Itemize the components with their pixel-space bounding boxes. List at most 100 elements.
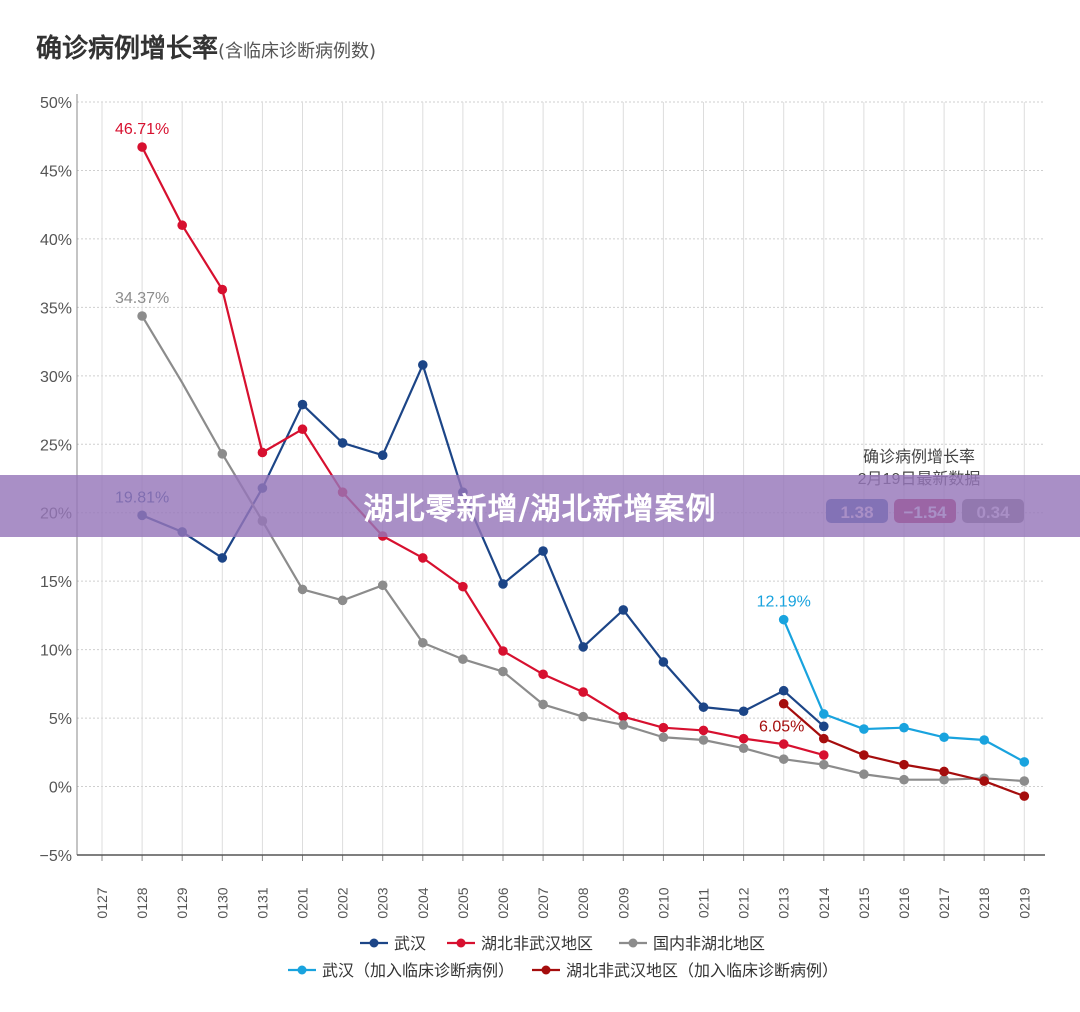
series-line [141,146,825,757]
data-point [658,657,669,667]
chart-subtitle: (含临床诊断病例数) [218,41,377,62]
data-point [859,769,869,780]
data-point [377,450,388,461]
data-point [778,739,789,749]
data-point [578,687,588,697]
y-tick-label: 30% [40,369,72,386]
x-tick-label: 0209 [615,887,631,918]
data-point [217,284,228,295]
data-point [618,605,629,615]
x-tick-label: 0201 [295,887,311,918]
data-label: 46.71% [115,121,169,138]
y-tick-label: 15% [40,574,72,591]
data-point [538,546,548,556]
x-tick-label: 0210 [655,887,671,918]
legend-label: 武汉（加入临床诊断病例） [322,962,514,980]
legend-marker [369,938,379,948]
y-tick-label: 45% [40,163,72,180]
y-tick-label: 50% [40,95,72,112]
x-tick-label: 0214 [816,887,832,918]
data-point [217,553,228,563]
data-point [778,754,789,764]
data-point [137,142,147,152]
data-point [337,438,348,448]
x-tick-label: 0202 [335,887,351,918]
data-point [819,759,829,770]
y-tick-label: 5% [49,711,72,728]
data-point [578,711,588,722]
data-point [899,722,909,733]
data-label: 34.37% [115,290,169,307]
data-point [658,722,669,733]
data-point [939,766,949,777]
x-tick-label: 0217 [936,887,952,918]
data-point [297,424,308,435]
data-point [738,706,749,717]
data-point [698,725,709,736]
legend-label: 国内非湖北地区 [653,935,765,953]
data-point [738,743,749,754]
data-point [618,711,629,722]
legend-label: 湖北非武汉地区 [481,935,593,953]
data-point [177,220,187,231]
x-tick-label: 0206 [495,887,511,918]
legend-label: 湖北非武汉地区（加入临床诊断病例） [566,962,838,980]
legend-marker [297,965,307,975]
y-tick-label: 10% [40,643,72,660]
data-point [578,642,588,652]
data-point [738,733,749,744]
x-tick-label: 0212 [736,887,752,918]
data-point [778,614,789,625]
data-point [899,759,909,770]
legend-marker [456,938,466,948]
series-line [141,363,825,728]
data-point [859,750,869,760]
banner-text: 湖北零新增/湖北新增案例 [363,492,717,527]
data-point [337,595,348,606]
legend-marker [541,965,551,975]
data-point [418,553,428,563]
x-tick-label: 0207 [535,887,551,918]
data-point [297,399,308,410]
data-point [498,646,508,656]
data-point [658,732,669,743]
legend-marker [628,938,638,948]
data-point [538,669,548,680]
x-tick-label: 0128 [134,887,150,918]
x-tick-label: 0204 [415,887,431,918]
data-point [137,311,147,321]
data-point [498,579,508,589]
data-point [458,581,468,592]
x-tick-label: 0131 [254,887,270,918]
x-tick-label: 0215 [856,887,872,918]
x-tick-label: 0216 [896,887,912,918]
data-point [458,654,468,665]
data-point [819,721,829,732]
x-tick-label: 0219 [1016,887,1032,918]
data-point [698,735,709,745]
x-tick-label: 0130 [214,887,230,918]
data-point [819,709,829,719]
data-point [939,774,949,785]
x-tick-label: 0213 [776,887,792,918]
data-point [1019,757,1030,767]
data-point [778,685,789,696]
data-point [217,449,228,459]
data-point [297,584,308,595]
data-point [1019,776,1030,786]
data-point [819,750,829,760]
y-tick-label: 35% [40,300,72,317]
chart-title-main: 确诊病例增长率 [36,34,219,64]
data-point [618,720,629,730]
y-tick-label: 0% [49,780,72,797]
data-label: 6.05% [759,719,804,736]
x-tick-label: 0205 [455,887,471,918]
overlay-banner: 湖北零新增/湖北新增案例 [0,475,1080,537]
data-point [859,724,869,734]
data-point [498,666,508,677]
data-point [979,735,989,745]
x-tick-label: 0129 [174,887,190,918]
data-point [778,698,789,709]
legend-label: 武汉 [394,935,426,953]
